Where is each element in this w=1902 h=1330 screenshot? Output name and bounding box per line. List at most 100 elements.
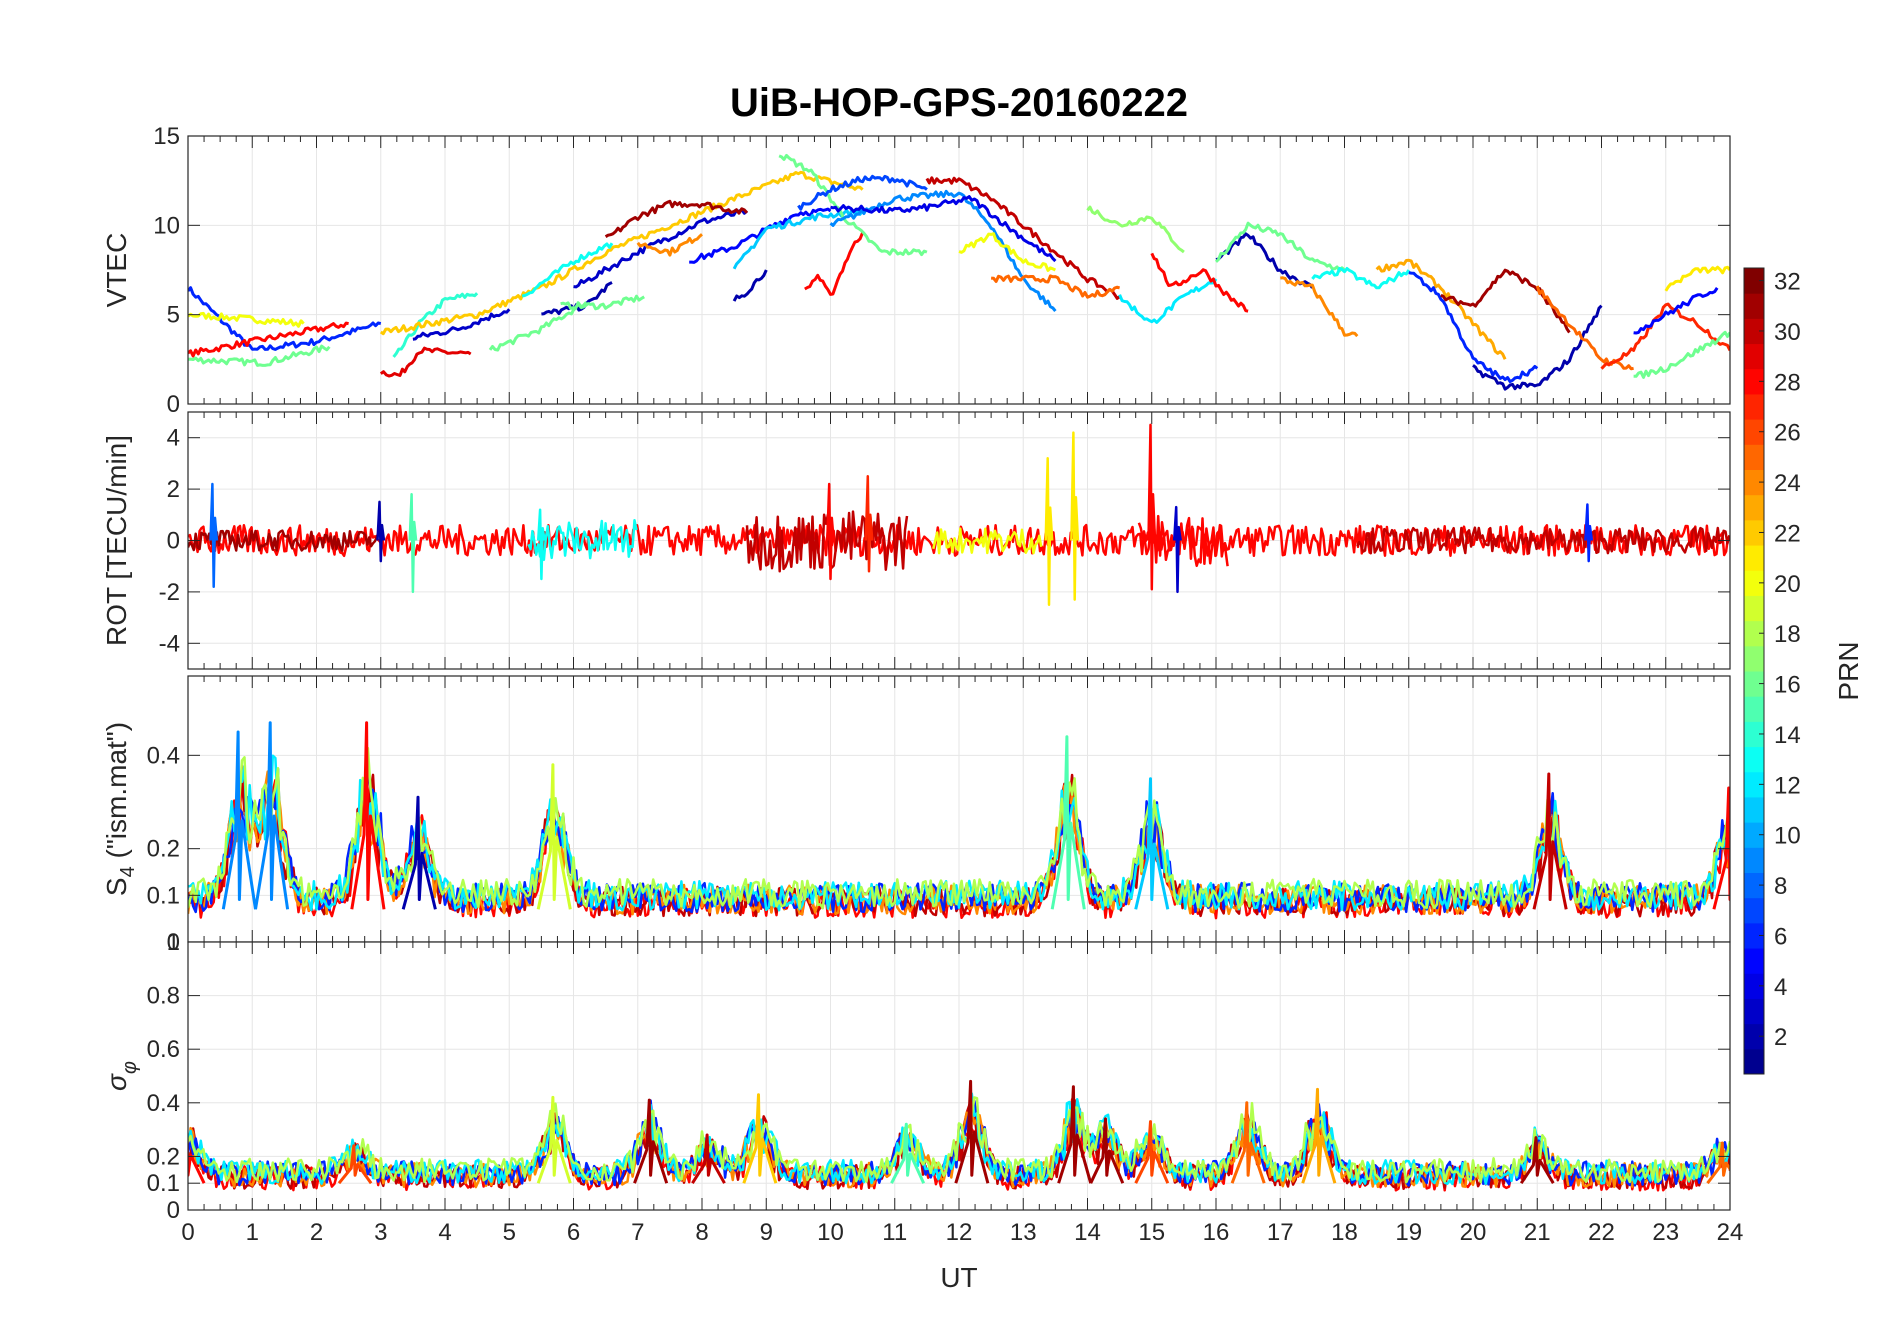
vtec-series-prn-13 — [1311, 266, 1411, 290]
x-tick-label: 24 — [1717, 1219, 1744, 1246]
colorbar-swatch — [1744, 822, 1764, 848]
vtec-series-prn-23 — [1375, 258, 1507, 360]
peak-prn-28 — [188, 1126, 206, 1184]
peak-prn-11 — [1134, 777, 1170, 910]
peak-prn-25 — [1230, 1101, 1266, 1184]
colorbar-swatch — [1744, 545, 1764, 571]
peak-prn-31 — [633, 1098, 669, 1184]
rot-spike-prn-21 — [1070, 431, 1080, 601]
vtec-series-prn-5 — [1633, 287, 1719, 335]
x-tick-label: 16 — [1203, 1219, 1230, 1246]
vtec-series-prn-25 — [1535, 285, 1634, 371]
panel-0: 0 5 10 15 VTEC — [101, 123, 1731, 418]
vtec-series-prn-2 — [732, 269, 768, 302]
vtec-series-prn-29 — [379, 346, 472, 378]
vtec-series-prn-31 — [604, 199, 749, 238]
peak-prn-25 — [1706, 1141, 1730, 1185]
y-tick-label: 10 — [153, 212, 180, 239]
peak-prn-2 — [401, 795, 437, 910]
y-tick-label: 0 — [167, 1197, 180, 1224]
peak-prn-9 — [254, 721, 290, 910]
panel-1: -4 -2 0 2 4 ROT [TECU/min] — [101, 411, 1731, 670]
y-tick-label: 0.4 — [147, 742, 180, 769]
vtec-series-prn-25 — [990, 274, 1121, 299]
x-tick-label: 15 — [1138, 1219, 1165, 1246]
x-tick-label: 17 — [1267, 1219, 1294, 1246]
y-axis-label: ROT [TECU/min] — [101, 435, 132, 646]
panel-data — [188, 153, 1730, 391]
y-tick-label: -2 — [159, 579, 180, 606]
rot-series-prn-13 — [527, 518, 638, 562]
peak-prn-26 — [1134, 1120, 1170, 1184]
y-tick-label: 0.1 — [147, 882, 180, 909]
colorbar-tick-label: 20 — [1774, 571, 1801, 598]
colorbar-swatch — [1744, 973, 1764, 999]
peak-prn-31 — [1519, 1136, 1555, 1185]
panel-data — [188, 423, 1730, 607]
rot-spike-prn-27 — [864, 475, 874, 573]
x-tick-label: 22 — [1588, 1219, 1615, 1246]
vtec-series-prn-7 — [797, 174, 928, 211]
colorbar-swatch — [1744, 872, 1764, 899]
y-tick-label: 0 — [167, 929, 180, 956]
colorbar-swatch — [1744, 897, 1764, 924]
colorbar-frame — [1743, 267, 1765, 1075]
vtec-series-prn-24 — [636, 233, 703, 257]
y-tick-label: 0.2 — [147, 1143, 180, 1170]
x-tick-label: 12 — [946, 1219, 973, 1246]
y-tick-label: 0 — [167, 528, 180, 555]
peak-prn-31 — [1057, 1085, 1093, 1184]
rot-spike-prn-3 — [1172, 505, 1182, 594]
x-tick-label: 10 — [817, 1219, 844, 1246]
x-tick-label: 23 — [1652, 1219, 1679, 1246]
vtec-series-prn-5 — [689, 207, 832, 264]
colorbar-swatch — [1744, 318, 1764, 345]
rot-series-prn-20 — [932, 527, 1043, 555]
colorbar-swatch — [1744, 469, 1764, 496]
panel-2: 0 0.1 0.2 0.4 S4 ("ism.mat") — [101, 675, 1731, 956]
vtec-series-prn-28 — [188, 321, 349, 358]
vtec-series-prn-20 — [958, 232, 1057, 272]
rot-spike-prn-8 — [209, 482, 219, 589]
vtec-series-prn-6 — [1408, 271, 1539, 384]
vtec-series-prn-2 — [1472, 304, 1603, 391]
rot-series-prn-31 — [188, 529, 382, 552]
peak-prn-31 — [1089, 1117, 1125, 1184]
vtec-series-prn-28 — [1150, 252, 1249, 313]
baseline-series-prn-18 — [188, 746, 1730, 910]
vtec-series-prn-16 — [188, 344, 331, 367]
panel-data — [188, 721, 1730, 920]
vtec-series-prn-13 — [521, 242, 614, 298]
y-tick-label: 0.2 — [147, 836, 180, 863]
x-tick-label: 14 — [1074, 1219, 1101, 1246]
y-tick-label: 0 — [167, 391, 180, 418]
y-tick-label: 1 — [167, 929, 180, 956]
colorbar-swatch — [1744, 771, 1764, 798]
vtec-series-prn-3 — [412, 308, 511, 341]
vtec-series-prn-16 — [778, 153, 928, 257]
vtec-series-prn-30 — [925, 176, 1121, 300]
colorbar-tick-label: 26 — [1774, 420, 1801, 447]
peak-prn-9 — [221, 730, 257, 910]
x-tick-label: 1 — [246, 1219, 259, 1246]
x-tick-label: 9 — [760, 1219, 773, 1246]
y-tick-label: 0.1 — [147, 1170, 180, 1197]
x-tick-label: 20 — [1460, 1219, 1487, 1246]
vtec-series-prn-3 — [573, 208, 748, 289]
colorbar-tick-label: 6 — [1774, 923, 1787, 950]
x-tick-label: 18 — [1331, 1219, 1358, 1246]
rot-spike-prn-21 — [1044, 457, 1054, 607]
colorbar-tick-label: 22 — [1774, 520, 1801, 547]
y-tick-label: 4 — [167, 425, 180, 452]
peak-prn-22 — [742, 1093, 778, 1184]
x-tick-label: 7 — [631, 1219, 644, 1246]
vtec-series-prn-16 — [1633, 330, 1730, 379]
peak-prn-15 — [1050, 735, 1086, 910]
colorbar-swatch — [1744, 922, 1764, 949]
colorbar-tick-label: 30 — [1774, 319, 1801, 346]
peak-prn-19 — [536, 763, 572, 910]
colorbar-swatch — [1744, 696, 1764, 722]
panel-data — [188, 1079, 1730, 1192]
